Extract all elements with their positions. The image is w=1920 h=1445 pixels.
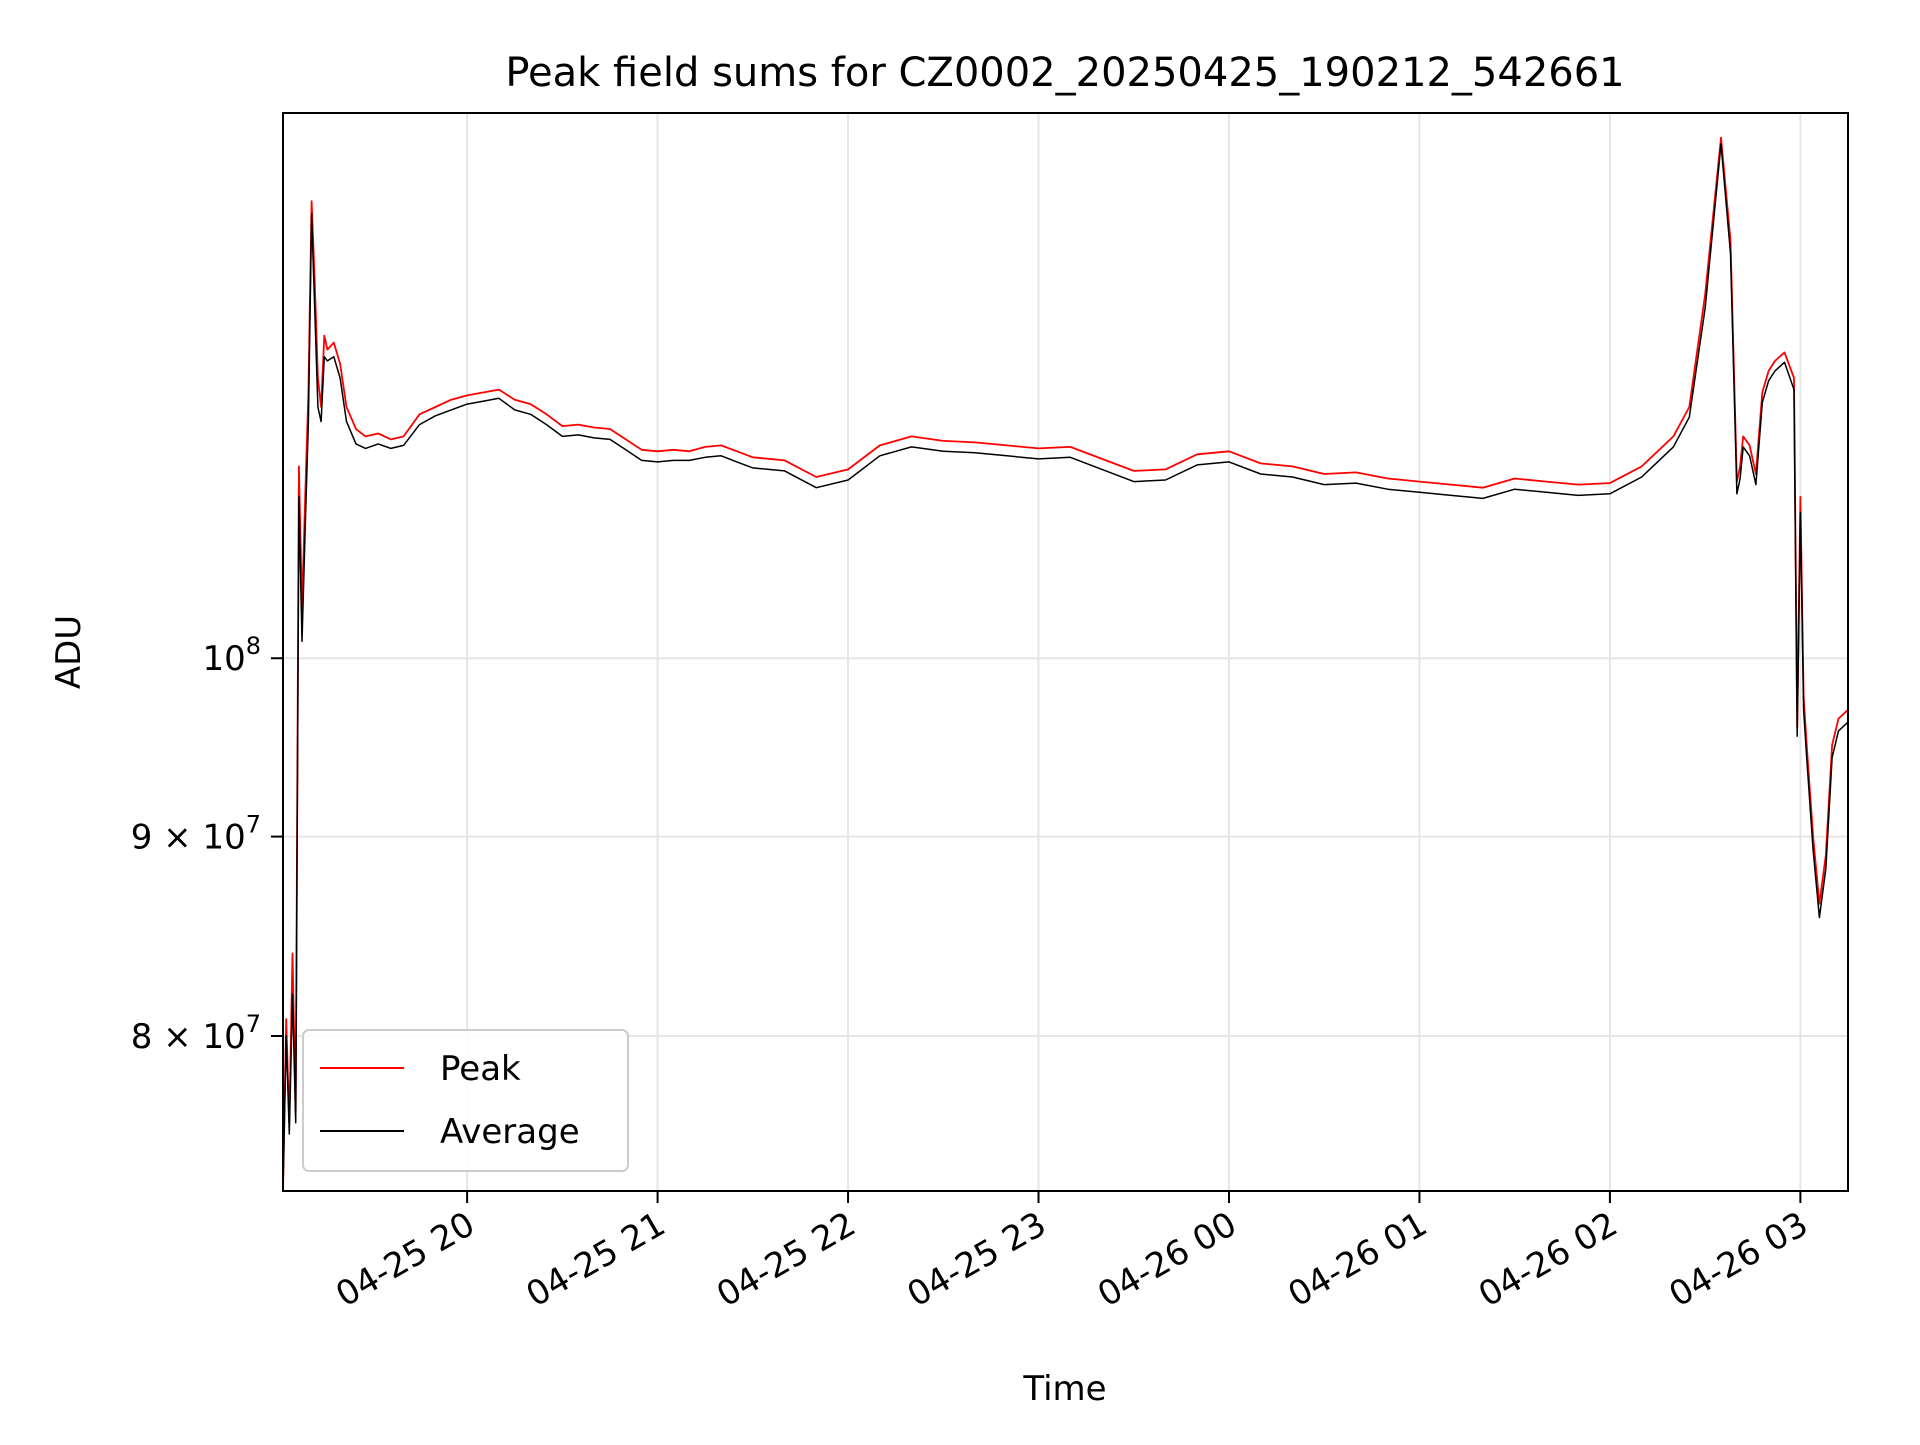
legend-box [302,1029,629,1172]
chart-title: Peak field sums for CZ0002_20250425_1902… [505,50,1624,96]
y-tick-label: 9 × 107 [131,811,261,858]
y-tick-label: 108 [202,632,261,679]
legend-label-peak: Peak [440,1049,521,1089]
series-line-peak [283,136,1848,1191]
legend: Peak Average [302,1029,629,1172]
x-axis-label: Time [1022,1369,1106,1409]
grid-lines [283,113,1848,1191]
legend-label-average: Average [440,1112,580,1152]
plot-series [283,136,1848,1191]
y-axis-label: ADU [49,615,89,689]
y-tick-label: 8 × 107 [131,1010,261,1057]
series-line-average [283,143,1848,1191]
axes-frame [282,112,1849,1192]
